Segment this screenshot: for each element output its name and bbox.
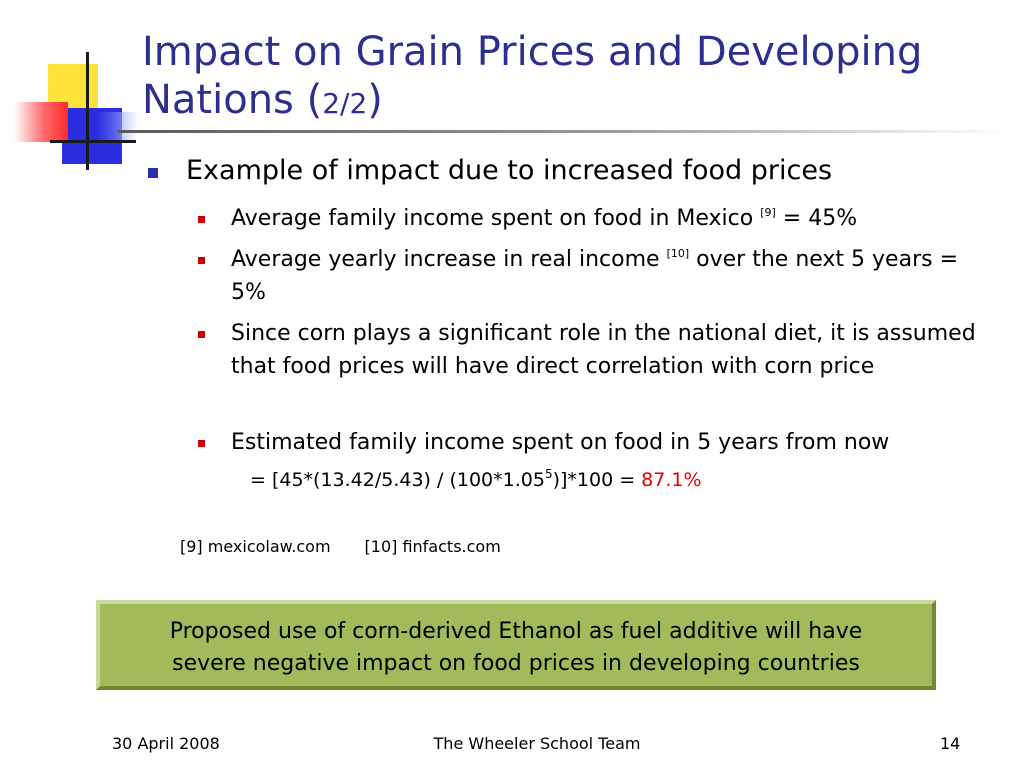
square-bullet-icon bbox=[198, 440, 205, 447]
slide-title: Impact on Grain Prices and Developing Na… bbox=[142, 28, 1002, 128]
formula-exponent: 5 bbox=[544, 467, 553, 481]
conclusion-line: severe negative impact on food prices in… bbox=[172, 651, 860, 676]
title-main: Impact on Grain Prices and Developing Na… bbox=[142, 29, 923, 123]
logo-horizontal-line bbox=[50, 140, 136, 143]
formula-part: = [45*(13.42/5.43) / (100*1.05 bbox=[250, 469, 545, 491]
logo-blue-fade bbox=[98, 112, 138, 140]
conclusion-box: Proposed use of corn-derived Ethanol as … bbox=[96, 600, 936, 690]
bullet-text-part: over the next 5 years = 5% bbox=[231, 247, 959, 305]
formula-result: 87.1% bbox=[641, 469, 702, 491]
title-divider bbox=[118, 130, 1008, 133]
bullet-text: Since corn plays a significant role in t… bbox=[231, 321, 976, 379]
footer-page-number: 14 bbox=[940, 734, 961, 753]
conclusion-line: Proposed use of corn-derived Ethanol as … bbox=[169, 619, 863, 644]
title-close: ) bbox=[367, 77, 383, 123]
title-fraction: 2/2 bbox=[322, 87, 368, 120]
logo-red-square bbox=[14, 102, 68, 142]
logo-vertical-line bbox=[86, 52, 89, 170]
bullet-text-part: Average family income spent on food in M… bbox=[231, 206, 761, 231]
footer-team: The Wheeler School Team bbox=[433, 734, 641, 753]
square-bullet-icon bbox=[148, 168, 158, 178]
references: [9] mexicolaw.com [10] finfacts.com bbox=[180, 536, 501, 558]
reference-10: [10] finfacts.com bbox=[364, 537, 501, 556]
formula-part: )]*100 = bbox=[552, 469, 642, 491]
reference-9: [9] mexicolaw.com bbox=[180, 537, 331, 556]
conclusion-text: Proposed use of corn-derived Ethanol as … bbox=[100, 616, 932, 680]
bullet-text-part: = 45% bbox=[775, 206, 858, 231]
bullet-text-part: Average yearly increase in real income bbox=[231, 247, 667, 272]
square-bullet-icon bbox=[198, 216, 205, 223]
decorative-logo-icon bbox=[0, 0, 140, 175]
footer-date: 30 April 2008 bbox=[112, 734, 220, 753]
bullet-text: Average family income spent on food in M… bbox=[231, 202, 991, 235]
bullet-text: Estimated family income spent on food in… bbox=[231, 430, 890, 455]
reference-marker: [10] bbox=[666, 247, 690, 260]
bullet-level1-text: Example of impact due to increased food … bbox=[186, 155, 833, 186]
square-bullet-icon bbox=[198, 257, 205, 264]
square-bullet-icon bbox=[198, 331, 205, 338]
reference-marker: [9] bbox=[760, 206, 776, 219]
bullet-text: Average yearly increase in real income [… bbox=[231, 243, 991, 309]
calculation-formula: = [45*(13.42/5.43) / (100*1.055)]*100 = … bbox=[250, 464, 702, 496]
